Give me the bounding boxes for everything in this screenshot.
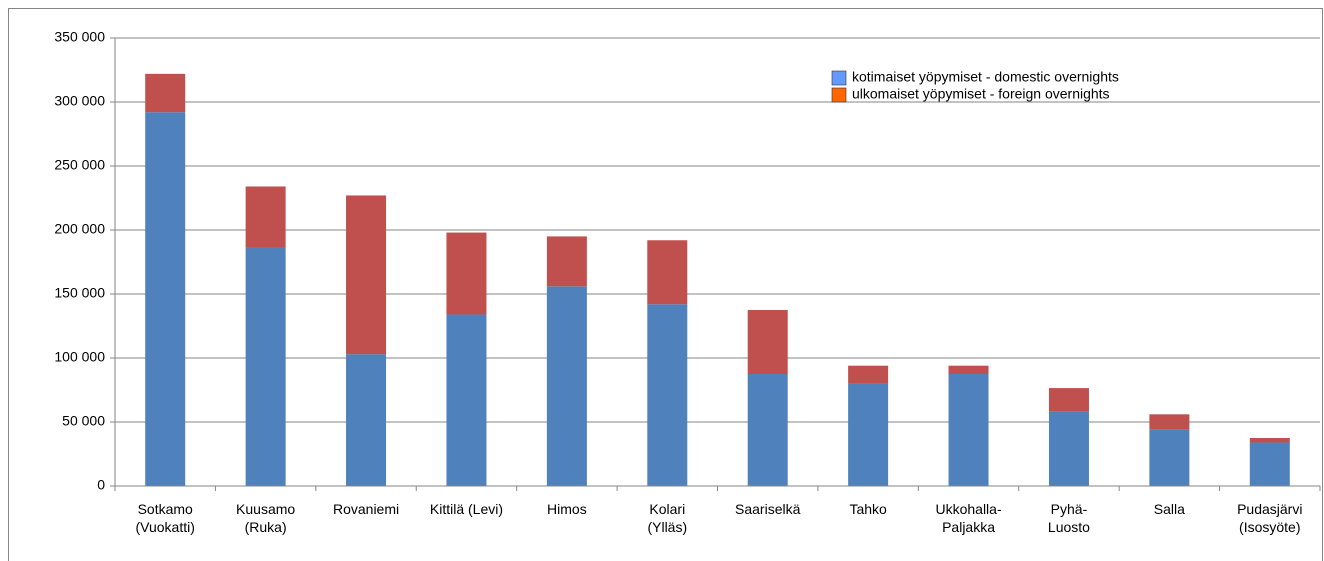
x-tick-label-line: Pyhä-: [1051, 501, 1088, 517]
x-tick-label: Pudasjärvi (Isosyöte): [1237, 501, 1302, 535]
x-tick-label: Kittilä (Levi): [430, 501, 503, 517]
bar-segment: [948, 374, 989, 486]
bar-segment: [1249, 438, 1290, 443]
bar-segment: [1149, 414, 1190, 430]
x-tick-label-line: Himos: [547, 501, 587, 517]
x-tick-label-line: Luosto: [1048, 519, 1090, 535]
bar-segment: [948, 365, 989, 374]
x-tick-label-line: Paljakka: [942, 519, 995, 535]
x-tick-label-line: Kolari: [649, 501, 685, 517]
y-tick-label: 300 000: [54, 93, 105, 109]
x-tick-label-line: (Isosyöte): [1239, 519, 1300, 535]
x-tick-label: Sotkamo (Vuokatti): [136, 501, 195, 535]
bar-segment: [848, 365, 889, 384]
bar-segment: [747, 374, 788, 486]
y-tick-label: 250 000: [54, 157, 105, 173]
bar-segment: [346, 354, 387, 486]
x-tick-label-line: Tahko: [849, 501, 887, 517]
x-tick-label-line: Pudasjärvi: [1237, 501, 1302, 517]
bar-segment: [446, 314, 487, 486]
y-tick-label: 200 000: [54, 221, 105, 237]
bar-segment: [848, 383, 889, 486]
x-tick-label-line: Saariselkä: [735, 501, 801, 517]
bar-segment: [1048, 388, 1089, 412]
bar-segment: [546, 236, 587, 287]
bar-segment: [245, 247, 286, 486]
x-tick-label-line: Kittilä (Levi): [430, 501, 503, 517]
x-tick-label-line: Rovaniemi: [333, 501, 399, 517]
legend-label: ulkomaiset yöpymiset - foreign overnight…: [852, 86, 1110, 102]
x-tick-label: Ukkohalla- Paljakka: [935, 501, 1001, 535]
bar-segment: [546, 286, 587, 486]
bar-segment: [1048, 411, 1089, 486]
x-tick-label: Rovaniemi: [333, 501, 399, 517]
legend-swatch: [831, 70, 847, 86]
bar-segment: [145, 112, 186, 487]
chart-frame: [8, 8, 1323, 561]
bar-segment: [245, 186, 286, 248]
x-tick-label: Tahko: [849, 501, 887, 517]
x-tick-label: Salla: [1154, 501, 1185, 517]
x-tick-label: Himos: [547, 501, 587, 517]
bar-segment: [145, 73, 186, 113]
bar-segment: [747, 310, 788, 374]
legend-swatch: [831, 87, 847, 103]
x-tick-label-line: (Vuokatti): [136, 519, 195, 535]
bar-segment: [647, 240, 688, 305]
x-tick-label: Kolari (Ylläs): [647, 501, 687, 535]
y-tick-label: 350 000: [54, 29, 105, 45]
x-tick-label-line: Kuusamo: [236, 501, 295, 517]
bar-segment: [346, 195, 387, 355]
x-tick-label: Kuusamo (Ruka): [236, 501, 295, 535]
x-tick-label-line: (Ylläs): [647, 519, 687, 535]
y-tick-label: 50 000: [62, 413, 105, 429]
bar-segment: [1149, 429, 1190, 486]
bar-segment: [446, 232, 487, 315]
bar-segment: [1249, 442, 1290, 486]
legend-label: kotimaiset yöpymiset - domestic overnigh…: [852, 69, 1119, 85]
x-tick-label: Pyhä- Luosto: [1048, 501, 1090, 535]
y-tick-label: 0: [97, 477, 105, 493]
x-tick-label-line: (Ruka): [245, 519, 287, 535]
y-tick-label: 150 000: [54, 285, 105, 301]
x-tick-label-line: Salla: [1154, 501, 1185, 517]
x-tick-label: Saariselkä: [735, 501, 801, 517]
bar-segment: [647, 304, 688, 486]
x-tick-label-line: Ukkohalla-: [935, 501, 1001, 517]
y-tick-label: 100 000: [54, 349, 105, 365]
x-tick-label-line: Sotkamo: [138, 501, 193, 517]
